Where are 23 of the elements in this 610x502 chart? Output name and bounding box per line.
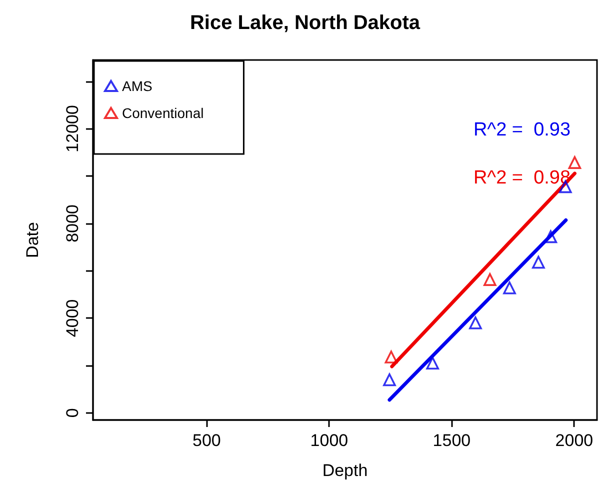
- annotation: R^2 = 0.93: [473, 120, 571, 140]
- x-tick-label: 1500: [432, 431, 471, 450]
- x-tick-label: 1000: [310, 431, 348, 450]
- x-tick-label: 2000: [555, 431, 594, 450]
- point: [469, 316, 482, 330]
- x-axis-title: Depth: [322, 461, 368, 480]
- y-tick-label: 4000: [63, 299, 82, 338]
- point: [568, 156, 582, 169]
- legend-label: AMS: [122, 78, 152, 94]
- x-tick-label: 500: [192, 431, 221, 450]
- y-tick-label: 0: [63, 408, 82, 418]
- y-axis-title: Date: [23, 222, 42, 258]
- point: [532, 256, 545, 269]
- point: [544, 230, 558, 244]
- chart-title: Rice Lake, North Dakota: [190, 12, 421, 34]
- y-tick-label: 12000: [63, 105, 82, 152]
- y-tick-label: 8000: [63, 204, 82, 242]
- legend-label: Conventional: [122, 105, 204, 121]
- point: [383, 373, 396, 386]
- point: [384, 350, 398, 364]
- point: [484, 273, 496, 286]
- point: [426, 356, 439, 370]
- point: [503, 281, 516, 294]
